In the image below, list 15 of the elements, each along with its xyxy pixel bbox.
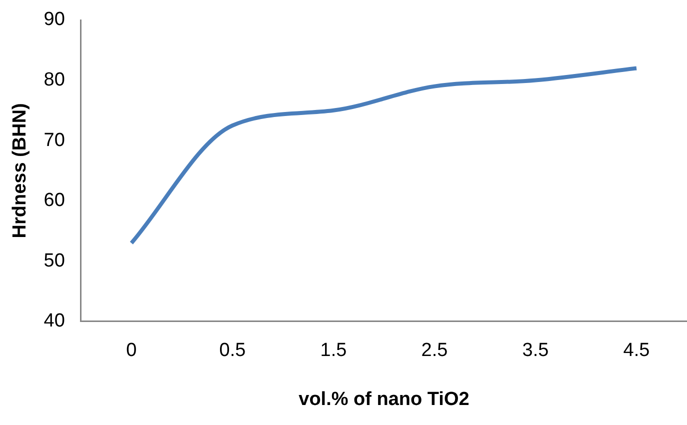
x-tick-label: 4.5 (623, 340, 650, 362)
y-tick-label: 60 (44, 190, 65, 212)
x-tick-label: 0.5 (219, 340, 246, 362)
y-tick-label: 40 (44, 310, 65, 332)
x-tick-label: 0 (126, 340, 137, 362)
y-tick-label: 50 (44, 250, 65, 272)
x-axis-title: vol.% of nano TiO2 (298, 388, 470, 410)
y-tick-label: 70 (44, 130, 65, 151)
y-axis-title: Hrdness (BHN) (10, 103, 31, 238)
y-tick-label: 80 (44, 70, 65, 91)
x-tick-label: 3.5 (522, 340, 549, 362)
x-tick-label: 2.5 (421, 340, 448, 362)
line-series (129, 66, 638, 246)
x-tick-label: 1.5 (320, 340, 347, 362)
y-tick-label: 90 (44, 9, 65, 30)
